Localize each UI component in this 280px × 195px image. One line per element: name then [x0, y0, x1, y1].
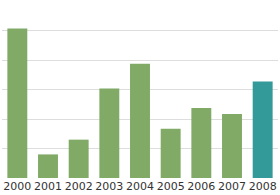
svg-text:2000: 2000	[3, 180, 31, 193]
svg-text:2005: 2005	[157, 180, 185, 193]
svg-text:2004: 2004	[126, 180, 154, 193]
svg-text:2002: 2002	[65, 180, 93, 193]
svg-text:2001: 2001	[34, 180, 62, 193]
svg-text:2006: 2006	[187, 180, 215, 193]
svg-text:2003: 2003	[95, 180, 123, 193]
svg-text:2007: 2007	[218, 180, 246, 193]
svg-text:2008: 2008	[249, 180, 277, 193]
